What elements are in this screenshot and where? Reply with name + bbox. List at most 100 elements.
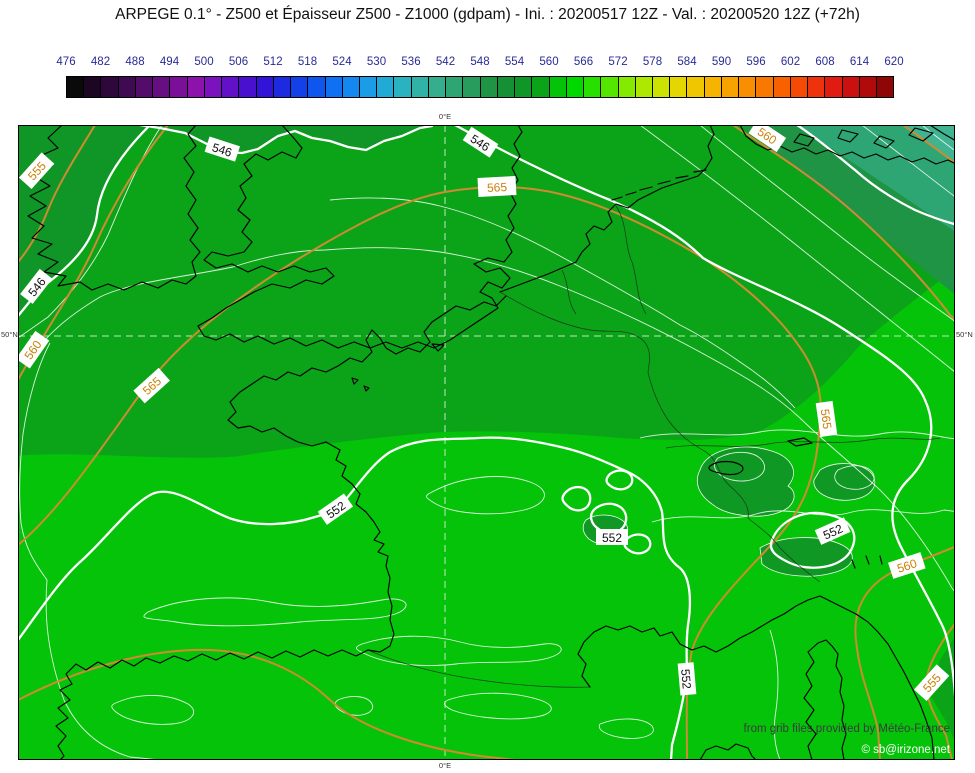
fill-alps-dark-2 (813, 463, 876, 501)
colorbar-segment (549, 77, 567, 97)
thickness-contour-565 (18, 186, 822, 760)
z500-thin-contour (444, 692, 552, 720)
contour-label: 546 (204, 136, 240, 162)
z500-contour-552-small-loop (561, 485, 592, 512)
colorbar-tick-label: 614 (849, 56, 870, 68)
z500-thin-contour (699, 125, 955, 322)
colorbar-tick-label: 542 (435, 56, 456, 68)
colorbar-segment (618, 77, 636, 97)
coastline-corsica (803, 639, 847, 760)
colorbar-segments (66, 76, 894, 98)
fill-region-nw-dark (18, 125, 150, 316)
colorbar-tick-label: 566 (573, 56, 594, 68)
z500-thin-contour (769, 629, 781, 760)
colorbar-tick-label: 548 (470, 56, 490, 68)
fill-region-se-corner (930, 636, 955, 743)
colorbar-segment (532, 77, 550, 97)
coastline-great-britain (197, 125, 523, 349)
z500-thin-contour (921, 125, 955, 152)
thickness-contour-555-nw (18, 125, 96, 263)
colorbar-segment (359, 77, 378, 97)
colorbar-segment (601, 77, 619, 97)
fill-region-north (18, 125, 955, 458)
svg-text:546: 546 (210, 140, 234, 160)
z500-thin-contour (334, 696, 374, 716)
colorbar-segment (704, 77, 722, 97)
colorbar-tick-label: 530 (366, 56, 387, 68)
z500-thin-contour (143, 597, 407, 627)
coastline-ireland (27, 125, 201, 291)
colorbar-segment (566, 77, 585, 97)
colorbar-tick-label: 524 (332, 56, 352, 68)
svg-text:565: 565 (487, 180, 508, 195)
colorbar-tick-label: 620 (884, 56, 904, 68)
axis-label-bottom-lon: 0°E (438, 761, 452, 770)
colorbar-tick-label: 488 (125, 56, 145, 68)
colorbar-segment (859, 77, 878, 97)
z500-thin-contour (861, 125, 955, 198)
border-pyrenees (367, 649, 591, 688)
colorbar-segment (394, 77, 412, 97)
colorbar-segment (721, 77, 740, 97)
colorbar-segment (204, 77, 223, 97)
coastline-france-west (55, 295, 507, 760)
colorbar-segment (877, 77, 894, 97)
colorbar-ticks: 476 482 488 494 500 506 512 518 524 530 536 542 548 5… (49, 56, 911, 68)
thickness-contour-555-ne (902, 125, 955, 164)
coastline-frisian-islands (611, 169, 707, 201)
colorbar-segment (239, 77, 257, 97)
colorbar-tick-label: 590 (711, 56, 732, 68)
colorbar-segment (825, 77, 843, 97)
fill-alps-dark-1 (696, 446, 795, 517)
colorbar-segment (670, 77, 688, 97)
colorbar-segment (463, 77, 481, 97)
contour-label: 560 (888, 552, 926, 579)
colorbar-segment (101, 77, 119, 97)
z500-thin-contour (329, 197, 796, 409)
z500-thin-contour (19, 342, 161, 760)
z500-thin-contour (714, 451, 765, 482)
contour-label: 552 (596, 529, 628, 545)
colorbar-segment (153, 77, 171, 97)
colorbar-segment (256, 77, 274, 97)
colorbar-segment (687, 77, 705, 97)
z500-contour-552-main (18, 436, 692, 760)
colorbar-tick-label: 584 (677, 56, 697, 68)
colorbar-segment (411, 77, 429, 97)
coastline-danish-islands (793, 125, 955, 149)
z500-contour-546-irish-sea (138, 125, 434, 155)
axis-label-left-lat: 50°N (1, 330, 18, 339)
colorbar-segment (222, 77, 240, 97)
map-frame (18, 125, 955, 760)
colorbar-tick-label: 554 (504, 56, 525, 68)
z500-thin-contour (639, 125, 955, 373)
colorbar-segment (377, 77, 395, 97)
axis-label-top-lon: 0°E (438, 112, 452, 121)
colorbar-segment (790, 77, 809, 97)
border-nl-de (615, 205, 647, 315)
page-title: ARPEGE 0.1° - Z500 et Épaisseur Z500 - Z… (115, 6, 860, 23)
border-france-east (499, 291, 821, 583)
coastline-sardinia-tip (699, 743, 757, 760)
colorbar-segment (67, 77, 85, 97)
lake-geneva (708, 460, 744, 476)
thickness-contour-560-se (854, 545, 955, 760)
copyright-text: © sb@irizone.net (861, 744, 950, 756)
colorbar-segment (342, 77, 360, 97)
colorbar-tick-label: 578 (642, 56, 663, 68)
colorbar-segment (446, 77, 464, 97)
svg-text:560: 560 (895, 556, 919, 576)
colorbar-segment (652, 77, 671, 97)
attribution-text: from grib files provided by Météo-France (744, 723, 950, 735)
colorbar-tick-label: 512 (263, 56, 283, 68)
z500-thin-contour (598, 718, 654, 739)
colorbar-segment (635, 77, 653, 97)
thickness-contour-570-spain (18, 648, 526, 760)
z500-contour-546-nw-trough (18, 125, 152, 318)
fill-alps-dark-3 (759, 537, 853, 577)
colorbar-tick-label: 572 (608, 56, 628, 68)
border-be-nl (561, 269, 577, 315)
colorbar-segment (84, 77, 102, 97)
colorbar-segment (515, 77, 533, 97)
colorbar-segment (739, 77, 757, 97)
